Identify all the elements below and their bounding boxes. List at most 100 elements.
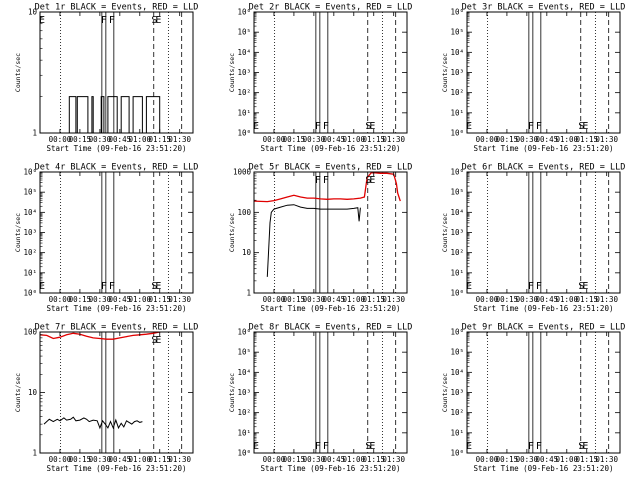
plot-data-area — [274, 332, 397, 453]
event-marker-s: S — [578, 281, 584, 292]
x-tick-label: 01:00 — [555, 135, 578, 144]
plot-data-area — [254, 172, 401, 293]
x-tick-label: 00:00 — [263, 135, 286, 144]
y-tick-label: 10¹ — [450, 428, 464, 437]
y-tick-label: 10¹ — [450, 268, 464, 277]
event-marker-s: S — [151, 281, 157, 292]
event-marker-f: F — [528, 281, 534, 292]
x-tick-label: 00:30 — [303, 295, 326, 304]
event-marker-f: F — [323, 121, 329, 132]
lld-series-line — [40, 332, 168, 340]
plot-panel-5: Det 5r BLACK = Events, RED = LLD 00:00 00:… — [228, 163, 412, 314]
x-tick-label: 01:00 — [342, 455, 365, 464]
plot-frame — [466, 11, 621, 134]
event-marker-f: F — [315, 121, 321, 132]
x-tick-label: 00:30 — [516, 135, 539, 144]
x-tick-label: 01:15 — [575, 295, 598, 304]
x-tick-label: 00:45 — [109, 295, 132, 304]
x-tick-label: 00:45 — [323, 135, 346, 144]
plot-data-area — [40, 332, 183, 453]
x-tick-label: 01:15 — [148, 295, 171, 304]
x-tick-label: 00:30 — [89, 135, 112, 144]
event-marker-e: E — [155, 335, 161, 346]
y-tick-label: 10⁵ — [450, 348, 464, 357]
x-tick-label: 01:30 — [168, 455, 191, 464]
plot-data-area — [487, 172, 610, 293]
y-tick-label: 100 — [237, 208, 251, 217]
event-marker-f: F — [528, 441, 534, 452]
y-tick-label: 10² — [237, 88, 251, 97]
y-tick-label: 10² — [237, 408, 251, 417]
x-tick-label: 01:15 — [575, 455, 598, 464]
x-tick-label: 01:00 — [342, 135, 365, 144]
plot-title: Det 8r BLACK = Events, RED = LLD — [249, 323, 413, 333]
x-tick-label: 00:45 — [536, 295, 559, 304]
y-tick-label: 10⁶ — [450, 168, 464, 177]
x-axis-label: Start Time (09-Feb-16 23:51:20) — [47, 144, 187, 153]
events-series-line — [43, 416, 143, 430]
x-tick-label: 00:30 — [303, 455, 326, 464]
event-marker-f: F — [101, 15, 107, 26]
x-tick-label: 00:00 — [476, 455, 499, 464]
y-tick-label: 10¹ — [23, 268, 37, 277]
y-tick-label: 10 — [28, 8, 38, 17]
y-tick-label: 10⁶ — [23, 168, 37, 177]
x-axis-label: Start Time (09-Feb-16 23:51:20) — [261, 144, 401, 153]
plot-title: Det 2r BLACK = Events, RED = LLD — [249, 3, 413, 13]
plot-panel-9: Det 9r BLACK = Events, RED = LLD00:0000:… — [441, 323, 625, 474]
x-tick-label: 01:00 — [555, 455, 578, 464]
event-marker-s: S — [578, 121, 584, 132]
x-axis-label: Start Time (09-Feb-16 23:51:20) — [47, 304, 187, 313]
x-tick-label: 01:00 — [128, 295, 151, 304]
events-series-line — [266, 204, 361, 277]
plot-frame — [253, 11, 408, 134]
y-tick-label: 1 — [32, 449, 37, 458]
plot-panel-6: Det 6r BLACK = Events, RED = LLD00:0000:… — [441, 163, 625, 314]
y-tick-label: 10⁴ — [23, 208, 37, 217]
plot-data-area — [487, 12, 610, 133]
x-tick-label: 00:15 — [69, 455, 92, 464]
x-tick-label: 00:30 — [89, 295, 112, 304]
x-axis-label: Start Time (09-Feb-16 23:51:20) — [474, 304, 614, 313]
plot-title: Det 6r BLACK = Events, RED = LLD — [462, 163, 626, 173]
y-tick-label: 10¹ — [450, 108, 464, 117]
x-tick-label: 01:30 — [382, 455, 405, 464]
x-tick-label: 00:45 — [536, 135, 559, 144]
x-tick-label: 00:30 — [516, 455, 539, 464]
event-marker-s: S — [365, 175, 371, 186]
x-tick-label: 00:15 — [496, 295, 519, 304]
plot-panel-2: Det 2r BLACK = Events, RED = LLD 00:00 00:… — [228, 3, 412, 154]
event-marker-e: E — [253, 441, 259, 452]
y-tick-label: 10³ — [450, 68, 464, 77]
plot-title: Det 7r BLACK = Events, RED = LLD — [35, 323, 199, 333]
y-tick-label: 10⁵ — [23, 188, 37, 197]
x-tick-label: 00:30 — [89, 455, 112, 464]
x-tick-label: 00:45 — [109, 135, 132, 144]
y-tick-label: 10⁴ — [450, 48, 464, 57]
plot-data-area — [274, 12, 397, 133]
y-axis-label: Counts/sec — [14, 53, 22, 92]
y-tick-label: 10 — [242, 248, 252, 257]
plot-panel-4: Det 4r BLACK = Events, RED = LLD00:0000:… — [14, 163, 198, 314]
plot-title: Det 5r BLACK = Events, RED = LLD — [249, 163, 413, 173]
y-tick-label: 10⁵ — [237, 28, 251, 37]
y-tick-label: 10³ — [23, 228, 37, 237]
y-axis-label: Counts/sec — [441, 53, 449, 92]
x-tick-label: 00:45 — [323, 455, 346, 464]
x-tick-label: 00:15 — [69, 135, 92, 144]
x-tick-label: 00:00 — [476, 135, 499, 144]
event-marker-e: E — [155, 15, 161, 26]
plot-data-area — [487, 332, 610, 453]
event-marker-e: E — [155, 281, 161, 292]
y-tick-label: 10⁰ — [450, 129, 464, 138]
x-tick-label: 00:00 — [476, 295, 499, 304]
plot-frame — [39, 171, 194, 294]
y-tick-label: 10² — [450, 88, 464, 97]
event-marker-e: E — [466, 441, 472, 452]
x-tick-label: 00:15 — [496, 455, 519, 464]
y-tick-label: 1000 — [233, 168, 252, 177]
x-tick-label: 00:00 — [263, 295, 286, 304]
event-marker-e: E — [369, 175, 375, 186]
plot-title: Det 9r BLACK = Events, RED = LLD — [462, 323, 626, 333]
event-marker-f: F — [109, 281, 115, 292]
